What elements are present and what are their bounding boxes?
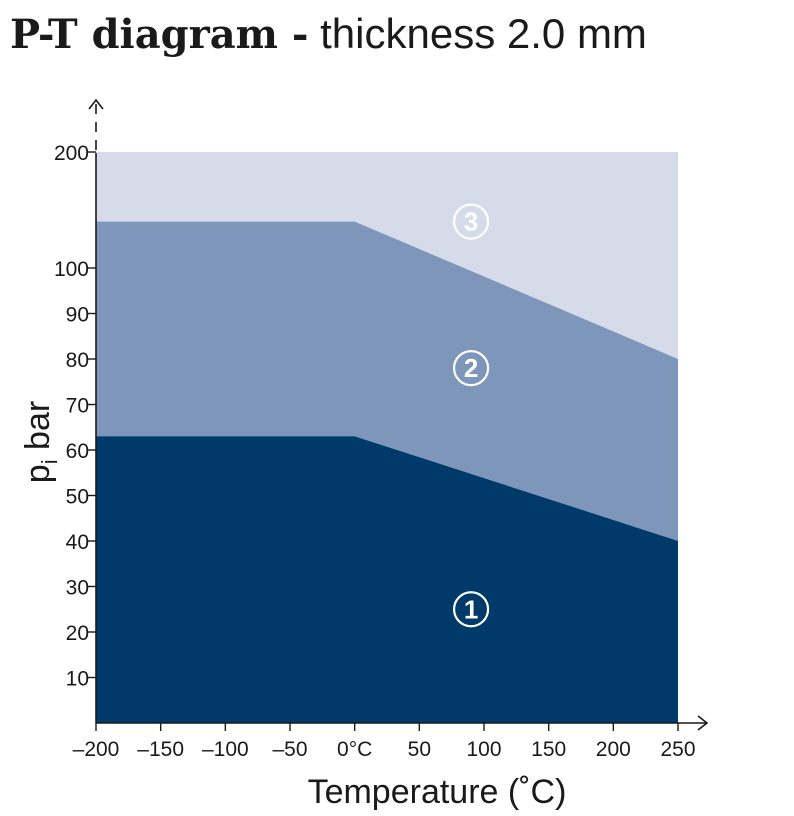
x-tick-label: 150: [531, 738, 566, 761]
y-tick-label: 60: [66, 440, 89, 463]
page-title: P-T diagram - thickness 2.0 mm: [10, 8, 647, 61]
y-tick-label: 70: [66, 395, 89, 418]
x-tick-label: –200: [73, 738, 120, 761]
x-axis-title: Temperature (˚C): [308, 773, 567, 811]
x-tick-label: 250: [660, 738, 695, 761]
zone-2-label: 2: [464, 353, 478, 383]
y-tick-label: 90: [66, 304, 89, 327]
y-axis-arrow: [88, 98, 104, 110]
y-tick-label: 30: [66, 577, 89, 600]
y-tick-label: 20: [66, 622, 89, 645]
zone-1-label: 1: [464, 594, 478, 624]
x-tick-label: 0°C: [337, 738, 372, 761]
y-tick-label: 40: [66, 531, 89, 554]
zone-2-badge: [452, 350, 490, 387]
y-tick-label: 80: [66, 349, 89, 372]
x-tick-label: –50: [272, 738, 307, 761]
x-tick-label: 50: [408, 738, 431, 761]
title-bold: P-T diagram -: [10, 11, 309, 58]
x-tick-label: 200: [596, 738, 631, 761]
y-tick-label: 100: [54, 258, 89, 281]
y-tick-label: 200: [54, 142, 89, 165]
y-tick-label: 50: [66, 486, 89, 509]
title-light: thickness 2.0 mm: [320, 10, 647, 57]
zone-3-label: 3: [464, 207, 478, 237]
zone-1-badge: [452, 591, 490, 628]
y-axis-title: pi bar: [19, 401, 62, 483]
zone-1-area: [96, 436, 678, 723]
x-tick-label: –150: [137, 738, 184, 761]
x-tick-label: 100: [466, 738, 501, 761]
zone-3-badge: [452, 203, 490, 240]
x-tick-label: –100: [202, 738, 249, 761]
y-tick-label: 10: [66, 668, 89, 691]
x-axis-arrow: [697, 715, 709, 731]
